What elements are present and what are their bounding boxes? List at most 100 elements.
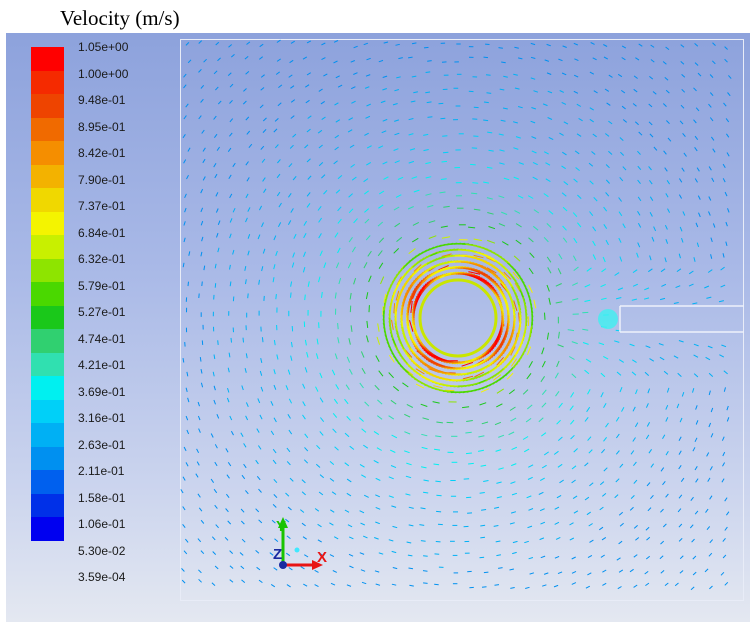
- velocity-vector: [240, 520, 245, 525]
- velocity-vector: [676, 268, 682, 273]
- velocity-vector: [554, 521, 560, 525]
- velocity-vector: [443, 205, 450, 208]
- velocity-vector: [305, 99, 310, 104]
- velocity-vector: [603, 206, 608, 212]
- velocity-vector: [337, 218, 342, 224]
- velocity-vector: [185, 42, 190, 46]
- velocity-vector: [480, 388, 490, 393]
- velocity-vector: [229, 233, 232, 239]
- velocity-vector: [276, 39, 281, 43]
- legend-swatch: [31, 399, 64, 423]
- velocity-vector: [528, 284, 533, 294]
- velocity-vector: [239, 552, 244, 556]
- legend-tick-label: 3.16e-01: [78, 411, 126, 425]
- legend-tick-label: 5.30e-02: [78, 543, 126, 558]
- velocity-vector: [396, 76, 401, 79]
- velocity-vector: [546, 72, 552, 75]
- velocity-vector: [348, 338, 351, 345]
- velocity-vector: [290, 355, 293, 361]
- velocity-vector: [258, 579, 263, 584]
- legend-swatch: [31, 188, 64, 212]
- velocity-vector: [708, 196, 712, 201]
- velocity-vector: [351, 176, 357, 181]
- velocity-vector: [423, 582, 428, 584]
- velocity-vector: [541, 402, 547, 408]
- velocity-vector: [726, 405, 729, 411]
- velocity-vector: [462, 375, 474, 380]
- velocity-vector: [493, 525, 499, 527]
- velocity-vector: [499, 162, 505, 165]
- velocity-vector: [366, 145, 372, 149]
- velocity-vector: [441, 236, 451, 239]
- velocity-vector: [334, 146, 339, 151]
- velocity-vector: [435, 480, 441, 483]
- velocity-vector: [506, 372, 514, 380]
- velocity-vector: [334, 353, 338, 360]
- velocity-vector: [465, 431, 472, 434]
- velocity-vector: [217, 340, 219, 345]
- velocity-vector: [383, 293, 387, 303]
- velocity-vector: [347, 524, 353, 528]
- velocity-vector: [196, 461, 200, 466]
- velocity-vector: [584, 496, 590, 501]
- velocity-vector: [287, 413, 291, 419]
- velocity-vector: [647, 388, 651, 394]
- velocity-vector: [725, 241, 728, 247]
- velocity-vector: [637, 179, 641, 185]
- velocity-vector: [261, 222, 264, 228]
- velocity-vector: [346, 478, 352, 483]
- velocity-vector: [492, 374, 502, 381]
- legend-tick-label: 8.95e-01: [78, 119, 126, 134]
- velocity-vector: [333, 536, 339, 540]
- velocity-vector: [561, 192, 567, 197]
- velocity-vector: [678, 465, 682, 470]
- velocity-vector: [515, 223, 522, 228]
- velocity-vector: [697, 195, 701, 200]
- velocity-vector: [494, 421, 502, 426]
- velocity-vector: [617, 586, 622, 590]
- velocity-vector: [332, 570, 338, 573]
- velocity-vector: [496, 356, 504, 366]
- velocity-vector: [659, 356, 665, 361]
- velocity-vector: [605, 239, 609, 246]
- velocity-vector: [438, 265, 449, 271]
- velocity-vector: [690, 496, 694, 502]
- velocity-vector: [543, 193, 549, 198]
- velocity-vector: [321, 116, 326, 121]
- velocity-vector: [258, 488, 262, 493]
- velocity-vector: [198, 569, 202, 574]
- velocity-vector: [539, 537, 545, 541]
- legend-tick-label: 4.74e-01: [78, 331, 126, 346]
- velocity-vector: [557, 268, 562, 275]
- velocity-vector: [405, 475, 412, 479]
- velocity-vector: [349, 445, 355, 450]
- velocity-vector: [227, 387, 230, 393]
- velocity-vector: [635, 537, 640, 541]
- velocity-vector: [439, 191, 446, 194]
- velocity-vector: [245, 353, 248, 359]
- velocity-vector: [329, 477, 335, 482]
- velocity-vector: [272, 504, 277, 508]
- velocity-vector: [275, 294, 277, 300]
- velocity-vector: [301, 491, 306, 496]
- velocity-vector: [619, 522, 624, 527]
- velocity-vector: [556, 494, 562, 499]
- velocity-vector: [390, 465, 397, 469]
- velocity-vector: [622, 119, 628, 123]
- velocity-vector: [262, 117, 267, 122]
- velocity-vector: [244, 367, 247, 373]
- velocity-vector: [378, 145, 384, 149]
- velocity-vector: [708, 390, 711, 396]
- velocity-vector: [257, 234, 261, 240]
- velocity-vector: [678, 436, 682, 442]
- velocity-vector: [337, 175, 343, 180]
- velocity-vector: [543, 572, 549, 575]
- velocity-vector: [468, 271, 481, 275]
- velocity-vector: [665, 46, 670, 50]
- velocity-vector: [245, 415, 249, 421]
- velocity-vector: [248, 143, 253, 149]
- velocity-vector: [562, 206, 568, 212]
- velocity-vector: [303, 251, 306, 257]
- velocity-vector: [247, 234, 251, 239]
- velocity-vector: [299, 509, 305, 513]
